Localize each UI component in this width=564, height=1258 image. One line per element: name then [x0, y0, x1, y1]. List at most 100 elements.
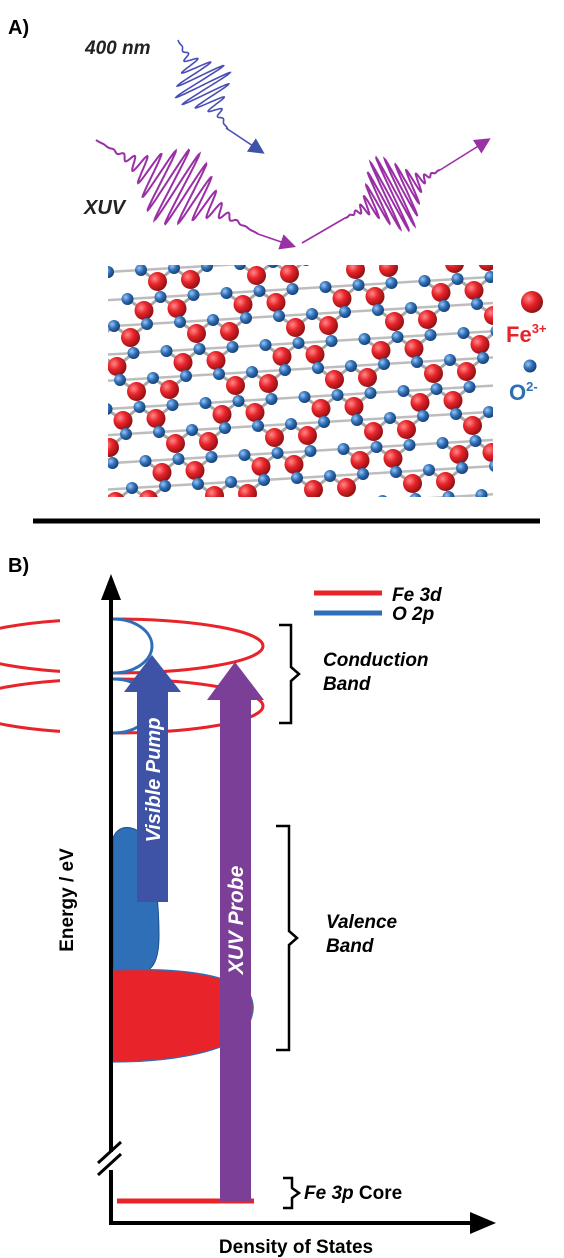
o-atom [108, 403, 113, 415]
x-axis [109, 1212, 496, 1234]
pump-pulse [174, 39, 265, 154]
o-atom [430, 383, 443, 395]
fe-atom [358, 368, 377, 387]
fe-atom [265, 428, 284, 447]
lattice-bond [455, 250, 472, 264]
o-atom [319, 281, 332, 293]
lattice-bond [555, 408, 564, 420]
fe-atom [543, 385, 562, 404]
o-atom [168, 265, 180, 274]
lattice-bond [405, 252, 438, 254]
o-atom [304, 445, 317, 457]
o-atom [265, 393, 278, 405]
o-atom [442, 491, 455, 497]
o-atom [432, 246, 444, 258]
lattice-bond [557, 273, 564, 285]
o-atom [557, 321, 564, 333]
fe-atom [233, 295, 253, 314]
xuv-outgoing-arrow [439, 138, 491, 171]
o-atom [351, 414, 363, 426]
o-atom [504, 296, 516, 308]
lattice-bond [446, 495, 449, 497]
o-atom [201, 265, 213, 272]
xuv-incoming-pulse [95, 139, 297, 250]
o-atom [411, 356, 423, 368]
o-atom [212, 505, 224, 517]
o-atom [378, 495, 387, 497]
fe-atom [298, 426, 317, 445]
o-atom [542, 485, 554, 497]
o-atom [358, 333, 371, 345]
fe-atom [325, 370, 344, 389]
xuv-probe-label: XUV Probe [225, 865, 248, 975]
lattice-bond [545, 476, 548, 492]
o-atom [391, 331, 404, 343]
o-atom [469, 435, 482, 447]
fe-atom [113, 411, 133, 430]
lattice-bond [75, 274, 92, 286]
o-atom [267, 265, 279, 268]
o-atom [238, 449, 251, 461]
fe-atom [449, 445, 469, 464]
lattice-bond [488, 410, 493, 414]
o-atom [366, 250, 378, 262]
o-atom [409, 493, 422, 497]
o-atom [324, 470, 336, 482]
o-atom [510, 350, 522, 362]
lattice-bond [116, 502, 119, 518]
o-atom [456, 462, 468, 474]
o-atom [509, 487, 521, 499]
o-atom [364, 387, 377, 399]
fe-atom [247, 266, 266, 285]
o-atom [490, 326, 493, 336]
fe-atom [350, 451, 370, 470]
lattice-bond [552, 381, 564, 395]
fe-atom [445, 265, 464, 273]
o-atom [457, 327, 470, 339]
lattice-bond [185, 511, 218, 513]
lattice-bond [98, 340, 101, 356]
lattice-bond [471, 248, 504, 250]
lattice-bond [492, 313, 493, 315]
o-atom [180, 370, 192, 382]
o-atom [279, 364, 291, 376]
fe-atom [431, 283, 451, 302]
lattice-bond [383, 501, 400, 513]
lattice-bond [509, 437, 542, 439]
fe-atom [251, 457, 271, 476]
lattice-bond [537, 246, 554, 258]
o-atom [278, 501, 290, 513]
o-atom [179, 507, 191, 519]
o-atom [331, 389, 344, 401]
axis-break-mark-2 [96, 1152, 123, 1177]
fe-atom [245, 403, 265, 422]
fe-atom [319, 316, 338, 335]
pump-label: 400 nm [84, 38, 151, 59]
o-atom [147, 372, 159, 384]
o-atom [213, 368, 225, 380]
fe-atom [464, 281, 484, 300]
fe-atom [478, 265, 493, 271]
lattice-bond [284, 507, 301, 519]
o-atom [444, 354, 456, 366]
fe-atom [187, 324, 206, 343]
o-atom [258, 474, 270, 486]
fe-atom [522, 495, 541, 514]
fe-atom [220, 322, 239, 341]
o-atom [325, 335, 338, 347]
fe-atom [502, 468, 521, 487]
o-atom [344, 497, 356, 509]
o-atom [259, 339, 272, 351]
o-atom [424, 329, 437, 341]
fe-atom [404, 339, 424, 358]
lattice-bond [427, 495, 449, 497]
o-atom [154, 291, 167, 303]
lattice-bond [399, 499, 416, 513]
lattice-bond [438, 252, 455, 264]
xuv-outgoing-wave [344, 155, 441, 233]
fe-atom [496, 414, 515, 433]
x-axis-label: Density of States [219, 1237, 373, 1258]
axis-break-mark-1 [96, 1140, 123, 1165]
fe-atom [482, 443, 493, 462]
o-atom [225, 476, 237, 488]
